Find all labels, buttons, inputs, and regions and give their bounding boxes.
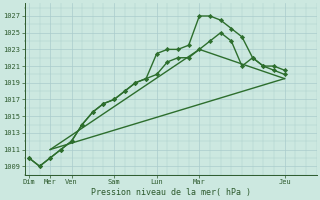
X-axis label: Pression niveau de la mer( hPa ): Pression niveau de la mer( hPa ) — [91, 188, 251, 197]
